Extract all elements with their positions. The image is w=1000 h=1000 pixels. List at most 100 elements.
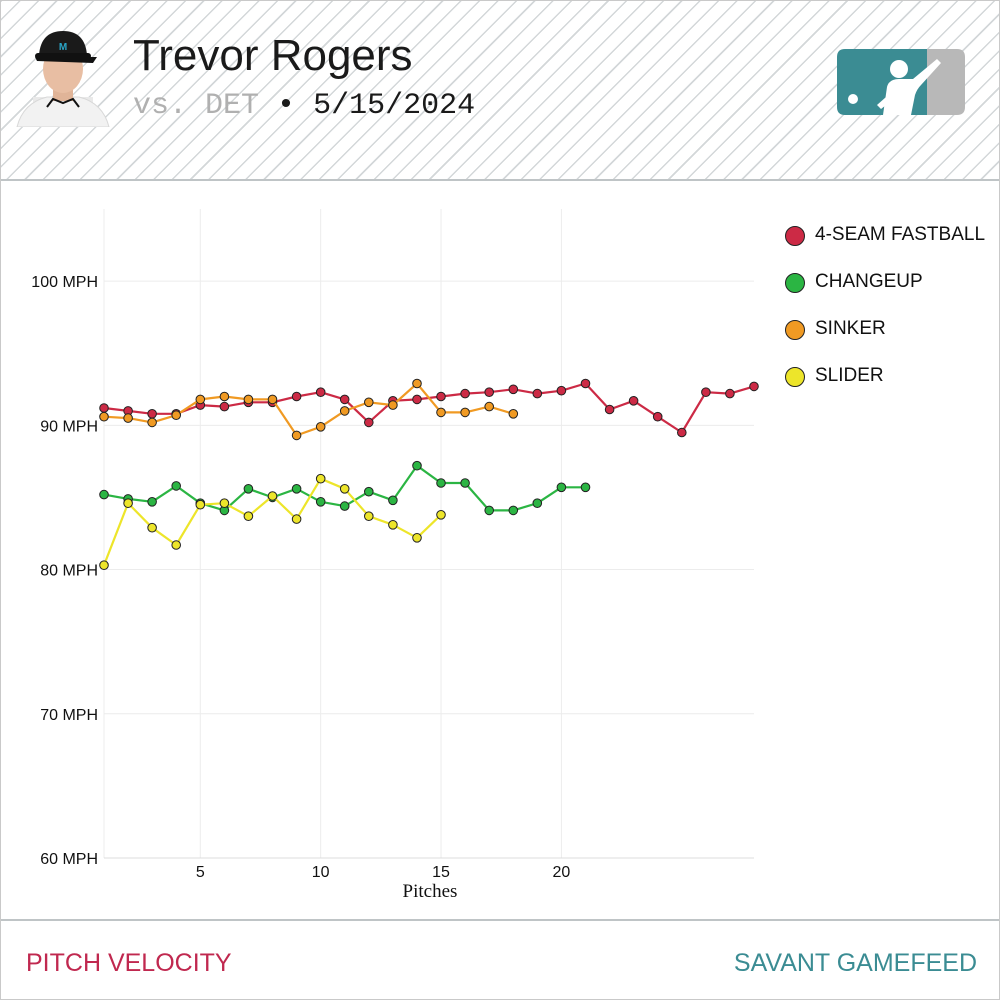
player-name: Trevor Rogers — [133, 31, 413, 80]
data-point-changeup[interactable] — [243, 484, 254, 494]
data-point-4-seam-fastball[interactable] — [604, 404, 615, 415]
data-point-4-seam-fastball[interactable] — [677, 427, 687, 438]
legend-swatch — [785, 367, 805, 387]
data-point-4-seam-fastball[interactable] — [556, 385, 567, 396]
data-point-changeup[interactable] — [556, 482, 567, 493]
data-point-sinker[interactable] — [460, 407, 470, 418]
separator-dot: • — [277, 89, 296, 123]
pitch-velocity-chart: 60 MPH 70 MPH 80 MPH 90 MPH 100 MPH 5 10 15 20 P… — [1, 183, 999, 919]
data-point-changeup[interactable] — [171, 481, 181, 491]
opponent-label: vs. DET — [133, 89, 260, 123]
data-point-4-seam-fastball[interactable] — [339, 394, 350, 405]
data-point-changeup[interactable] — [412, 460, 422, 471]
data-point-4-seam-fastball[interactable] — [749, 381, 759, 392]
axis-layer: 60 MPH 70 MPH 80 MPH 90 MPH 100 MPH 5 10 15 20 — [31, 274, 570, 881]
data-point-sinker[interactable] — [243, 394, 254, 405]
data-point-slider[interactable] — [291, 514, 302, 524]
data-point-4-seam-fastball[interactable] — [701, 387, 711, 397]
data-point-4-seam-fastball[interactable] — [364, 417, 374, 428]
series-slider — [99, 473, 446, 571]
data-point-changeup[interactable] — [532, 498, 543, 509]
data-point-4-seam-fastball[interactable] — [99, 403, 109, 413]
data-point-slider[interactable] — [147, 522, 157, 533]
data-point-sinker[interactable] — [388, 400, 398, 410]
legend-swatch — [785, 273, 805, 293]
data-point-sinker[interactable] — [412, 378, 422, 389]
data-point-changeup[interactable] — [508, 505, 519, 516]
series-sinker — [99, 378, 519, 441]
data-point-slider[interactable] — [171, 540, 181, 550]
brand-label: SAVANT GAMEFEED — [733, 949, 977, 977]
y-tick-label: 80 MPH — [40, 563, 98, 580]
data-point-sinker[interactable] — [339, 406, 350, 416]
data-point-sinker[interactable] — [99, 411, 109, 422]
legend-label: 4-SEAM FASTBALL — [815, 224, 986, 245]
data-point-sinker[interactable] — [219, 391, 230, 402]
data-point-4-seam-fastball[interactable] — [508, 384, 519, 395]
y-tick-label: 60 MPH — [40, 851, 98, 868]
data-point-4-seam-fastball[interactable] — [315, 387, 326, 397]
grid-layer — [103, 209, 754, 859]
y-tick-label: 70 MPH — [40, 707, 98, 724]
data-point-4-seam-fastball[interactable] — [412, 394, 422, 405]
data-point-sinker[interactable] — [267, 394, 278, 405]
data-point-slider[interactable] — [219, 498, 230, 509]
data-point-sinker[interactable] — [436, 407, 446, 418]
legend-swatch — [785, 320, 805, 340]
data-point-changeup[interactable] — [315, 497, 326, 507]
data-point-sinker[interactable] — [508, 409, 519, 419]
data-point-4-seam-fastball[interactable] — [291, 391, 302, 402]
data-point-sinker[interactable] — [195, 394, 206, 405]
data-point-sinker[interactable] — [291, 430, 302, 441]
data-point-sinker[interactable] — [123, 413, 133, 423]
data-point-4-seam-fastball[interactable] — [436, 391, 446, 402]
data-point-4-seam-fastball[interactable] — [484, 387, 495, 397]
x-tick-label: 5 — [196, 864, 205, 881]
data-point-changeup[interactable] — [580, 482, 591, 493]
data-point-slider[interactable] — [436, 510, 446, 520]
data-point-sinker[interactable] — [171, 410, 181, 420]
data-point-4-seam-fastball[interactable] — [460, 388, 470, 399]
x-tick-label: 10 — [312, 864, 330, 881]
data-point-changeup[interactable] — [460, 478, 470, 488]
y-tick-label: 90 MPH — [40, 418, 98, 435]
data-point-slider[interactable] — [267, 491, 278, 501]
data-point-4-seam-fastball[interactable] — [652, 411, 663, 422]
data-point-changeup[interactable] — [291, 484, 302, 494]
data-point-changeup[interactable] — [364, 486, 374, 497]
data-point-slider[interactable] — [339, 484, 350, 494]
legend-label: SINKER — [815, 318, 886, 339]
data-point-slider[interactable] — [195, 499, 206, 510]
data-point-4-seam-fastball[interactable] — [147, 409, 157, 419]
data-point-slider[interactable] — [315, 473, 326, 484]
data-point-slider[interactable] — [388, 520, 398, 530]
data-point-slider[interactable] — [243, 511, 254, 522]
y-tick-label: 100 MPH — [31, 274, 98, 291]
chart-type-label: PITCH VELOCITY — [26, 949, 232, 977]
data-point-sinker[interactable] — [147, 417, 157, 428]
data-point-4-seam-fastball[interactable] — [219, 401, 230, 412]
data-point-changeup[interactable] — [484, 505, 495, 516]
data-point-changeup[interactable] — [147, 497, 157, 507]
data-point-changeup[interactable] — [436, 478, 446, 488]
x-axis-title: Pitches — [403, 881, 458, 902]
x-tick-label: 20 — [553, 864, 571, 881]
legend-label: SLIDER — [815, 365, 884, 386]
data-point-slider[interactable] — [99, 560, 109, 571]
data-point-changeup[interactable] — [339, 501, 350, 511]
data-point-4-seam-fastball[interactable] — [580, 378, 591, 389]
series-line-sinker — [103, 382, 514, 437]
data-point-sinker[interactable] — [364, 397, 374, 408]
data-point-slider[interactable] — [123, 498, 133, 509]
data-point-4-seam-fastball[interactable] — [532, 388, 543, 399]
data-point-4-seam-fastball[interactable] — [725, 388, 735, 399]
data-point-changeup[interactable] — [388, 495, 398, 506]
data-point-4-seam-fastball[interactable] — [628, 396, 639, 406]
data-point-sinker[interactable] — [484, 401, 495, 412]
data-point-changeup[interactable] — [99, 489, 109, 500]
data-point-slider[interactable] — [412, 533, 422, 543]
data-point-sinker[interactable] — [315, 422, 326, 432]
data-point-slider[interactable] — [364, 511, 374, 522]
game-date: 5/15/2024 — [313, 89, 476, 123]
